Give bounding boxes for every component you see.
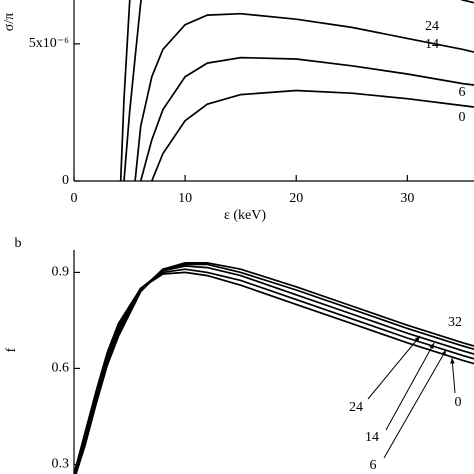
x-tick-label: 30 <box>400 191 414 206</box>
arrowhead <box>429 343 434 349</box>
curve-label: 0 <box>455 395 462 410</box>
curve <box>74 271 474 474</box>
y-tick-label: 0.6 <box>52 361 70 376</box>
curve <box>74 263 474 474</box>
curve <box>134 12 474 181</box>
curve-label: 0 <box>459 110 466 125</box>
curve-label: 24 <box>349 400 363 415</box>
pointer <box>385 342 435 431</box>
pointer <box>451 357 456 394</box>
y-tick-label: 5x10⁻⁶ <box>29 36 69 51</box>
x-axis-label: ε (keV) <box>224 208 266 223</box>
curve <box>74 265 474 474</box>
curve-label: 6 <box>370 458 377 473</box>
panel-label: b <box>15 236 22 251</box>
pointer <box>383 349 447 459</box>
y-axis-label: f <box>4 347 19 352</box>
x-tick-label: 10 <box>178 191 192 206</box>
curve <box>74 268 474 474</box>
arrowhead <box>441 350 446 356</box>
pointer <box>367 335 421 400</box>
curve-label: 24 <box>425 19 439 34</box>
curve <box>151 89 474 181</box>
curve-label: 6 <box>459 85 466 100</box>
y-tick-label: 0.3 <box>52 457 70 472</box>
x-tick-label: 20 <box>289 191 303 206</box>
y-axis-label: σ/π <box>2 13 17 32</box>
curve <box>123 0 474 181</box>
curve-label: 14 <box>425 37 439 52</box>
curve <box>139 56 474 181</box>
x-tick-label: 0 <box>71 191 78 206</box>
curve-label: 32 <box>448 315 462 330</box>
y-tick-label: 0.9 <box>52 265 70 280</box>
arrowhead <box>414 336 420 342</box>
y-tick-label: 0 <box>62 173 69 188</box>
arrowhead <box>450 358 455 364</box>
curve-label: 14 <box>365 430 379 445</box>
curve <box>75 261 474 474</box>
